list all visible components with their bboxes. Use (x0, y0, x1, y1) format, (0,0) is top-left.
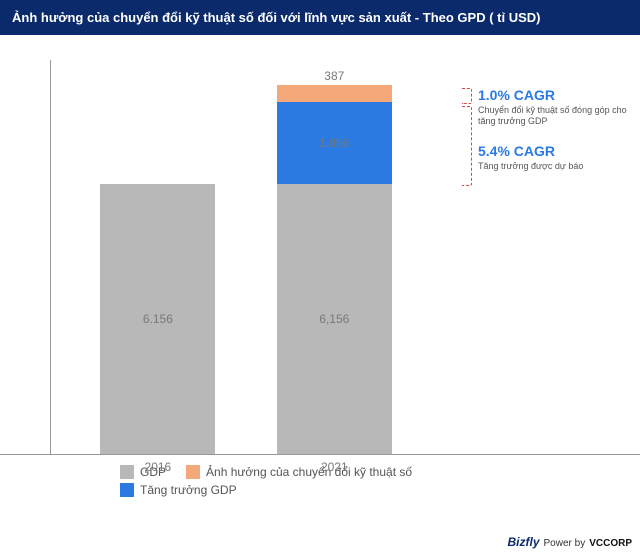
bar-segment: 387 (277, 85, 392, 102)
footer-brand: Bizfly (508, 535, 540, 549)
chart-title: Ảnh hưởng của chuyển đổi kỹ thuật số đối… (0, 0, 640, 35)
bar-2021: 3871.8566,156 (277, 85, 392, 454)
footer: Bizfly Power by VCCORP (508, 535, 633, 549)
legend: GDPẢnh hưởng của chuyển đổi kỹ thuật sốT… (0, 455, 480, 497)
annotation-headline: 1.0% CAGR (478, 87, 640, 105)
y-axis (50, 60, 51, 454)
annotation-sub: Chuyển đổi kỹ thuật số đóng góp cho tăng… (478, 105, 640, 128)
chart-area: 6.15620163871.8566,1562021 1.0% CAGRChuy… (0, 35, 640, 455)
bar-value-label: 1.856 (277, 102, 392, 183)
bar-value-label: 6.156 (100, 184, 215, 454)
bar-value-label: 6,156 (277, 184, 392, 454)
footer-corp: VCCORP (589, 538, 632, 549)
x-axis-label: 2016 (100, 454, 215, 474)
plot: 6.15620163871.8566,1562021 (50, 60, 470, 454)
legend-item: Tăng trưởng GDP (120, 483, 237, 497)
annotation: 5.4% CAGRTăng trưởng được dự báo (478, 143, 583, 172)
bar-value-label: 387 (277, 69, 392, 85)
annotation-sub: Tăng trưởng được dự báo (478, 161, 583, 172)
legend-swatch (120, 483, 134, 497)
annotation: 1.0% CAGRChuyển đổi kỹ thuật số đóng góp… (478, 87, 640, 127)
bar-2016: 6.156 (100, 184, 215, 454)
annotation-bracket (462, 106, 472, 186)
x-axis-label: 2021 (277, 454, 392, 474)
footer-power: Power by (544, 538, 586, 549)
legend-label: Tăng trưởng GDP (140, 483, 237, 497)
annotation-headline: 5.4% CAGR (478, 143, 583, 161)
annotation-bracket (462, 88, 472, 104)
